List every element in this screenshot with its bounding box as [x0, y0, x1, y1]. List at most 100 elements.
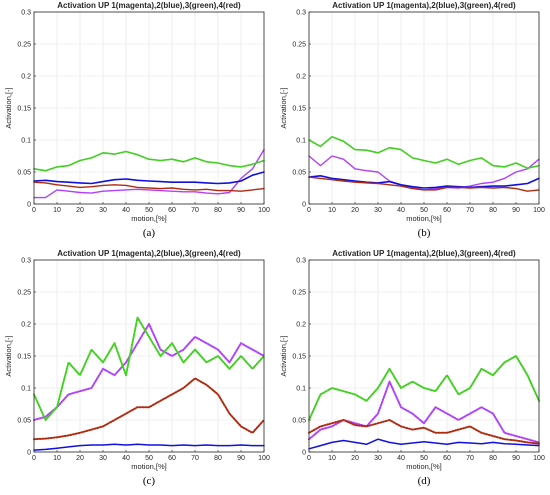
y-tick-label: 0.05: [292, 418, 306, 425]
y-tick-label: 0.2: [21, 322, 31, 329]
chart-title: Activation UP 1(magenta),2(blue),3(green…: [332, 249, 516, 258]
y-tick-label: 0.25: [292, 42, 306, 49]
x-tick-label: 60: [443, 455, 451, 462]
y-axis-label: Activation,[-]: [279, 335, 288, 376]
series-red-line: [33, 377, 265, 441]
y-tick-label: 0.25: [17, 290, 31, 297]
x-tick-label: 50: [145, 455, 153, 462]
x-tick-label: 70: [191, 455, 199, 462]
x-tick-label: 30: [374, 455, 382, 462]
x-tick-label: 70: [191, 207, 199, 214]
x-tick-label: 100: [258, 455, 270, 462]
y-tick-label: 0.05: [17, 170, 31, 177]
y-tick-label: 0.05: [17, 418, 31, 425]
chart-panel-b: Activation UP 1(magenta),2(blue),3(green…: [279, 1, 545, 239]
x-tick-label: 100: [533, 207, 545, 214]
x-tick-label: 0: [307, 207, 311, 214]
y-tick-label: 0.2: [296, 322, 306, 329]
x-tick-label: 60: [443, 207, 451, 214]
x-tick-label: 60: [168, 455, 176, 462]
y-tick-label: 0.2: [296, 74, 306, 81]
x-tick-label: 90: [512, 455, 520, 462]
x-tick-label: 70: [466, 207, 474, 214]
y-tick-label: 0.15: [17, 106, 31, 113]
series-green-line: [33, 150, 265, 172]
x-tick-label: 0: [32, 207, 36, 214]
x-tick-label: 40: [397, 455, 405, 462]
y-tick-label: 0.1: [21, 386, 31, 393]
x-tick-label: 40: [397, 207, 405, 214]
y-tick-label: 0.25: [17, 42, 31, 49]
x-tick-label: 30: [374, 207, 382, 214]
x-tick-label: 20: [76, 207, 84, 214]
y-tick-label: 0.3: [21, 10, 31, 17]
series-blue-line: [33, 443, 265, 451]
y-axis-label: Activation,[-]: [279, 87, 288, 128]
x-tick-label: 10: [53, 207, 61, 214]
x-tick-label: 80: [214, 207, 222, 214]
x-tick-label: 70: [466, 455, 474, 462]
x-tick-label: 80: [489, 207, 497, 214]
y-tick-label: 0.1: [296, 138, 306, 145]
panel-label: (d): [418, 475, 431, 487]
chart-panel-a: Activation UP 1(magenta),2(blue),3(green…: [4, 1, 270, 239]
x-tick-label: 30: [99, 207, 107, 214]
y-tick-label: 0.2: [21, 74, 31, 81]
plot-frame: [33, 259, 265, 453]
x-tick-label: 90: [237, 455, 245, 462]
series-red-line: [308, 419, 540, 445]
y-tick-label: 0.1: [296, 386, 306, 393]
x-tick-label: 100: [258, 207, 270, 214]
x-tick-label: 10: [328, 207, 336, 214]
series-blue-line: [308, 175, 540, 189]
chart-title: Activation UP 1(magenta),2(blue),3(green…: [57, 249, 241, 258]
y-tick-label: 0: [27, 450, 31, 457]
x-tick-label: 20: [76, 455, 84, 462]
x-tick-label: 10: [328, 455, 336, 462]
y-tick-label: 0.15: [17, 354, 31, 361]
y-tick-label: 0.15: [292, 106, 306, 113]
x-tick-label: 90: [237, 207, 245, 214]
x-tick-label: 80: [489, 455, 497, 462]
chart-panel-c: Activation UP 1(magenta),2(blue),3(green…: [4, 249, 270, 487]
series-blue-line: [308, 438, 540, 450]
y-axis-label: Activation,[-]: [4, 87, 13, 128]
plot-frame: [33, 11, 265, 205]
x-tick-label: 0: [307, 455, 311, 462]
x-tick-label: 10: [53, 455, 61, 462]
x-tick-label: 50: [420, 207, 428, 214]
y-tick-label: 0.15: [292, 354, 306, 361]
panel-label: (c): [143, 475, 156, 487]
x-tick-label: 20: [351, 455, 359, 462]
x-axis-label: motion,[%]: [131, 462, 166, 471]
x-axis-label: motion,[%]: [131, 214, 166, 223]
y-tick-label: 0: [302, 450, 306, 457]
x-tick-label: 50: [420, 455, 428, 462]
y-tick-label: 0.25: [292, 290, 306, 297]
y-tick-label: 0.3: [296, 258, 306, 265]
y-tick-label: 0.3: [21, 258, 31, 265]
x-tick-label: 90: [512, 207, 520, 214]
x-tick-label: 80: [214, 455, 222, 462]
x-axis-label: motion,[%]: [406, 462, 441, 471]
chart-panel-d: Activation UP 1(magenta),2(blue),3(green…: [279, 249, 545, 487]
series-magenta-line: [33, 148, 265, 199]
chart-title: Activation UP 1(magenta),2(blue),3(green…: [57, 1, 241, 10]
x-tick-label: 50: [145, 207, 153, 214]
series-red-line: [308, 176, 540, 192]
series-green-line: [308, 136, 540, 169]
series-blue-line: [33, 171, 265, 185]
x-tick-label: 40: [122, 455, 130, 462]
x-tick-label: 40: [122, 207, 130, 214]
y-tick-label: 0: [302, 202, 306, 209]
x-tick-label: 20: [351, 207, 359, 214]
series-red-line: [33, 181, 265, 192]
x-tick-label: 0: [32, 455, 36, 462]
series-magenta-line: [33, 323, 265, 421]
x-axis-label: motion,[%]: [406, 214, 441, 223]
y-tick-label: 0.05: [292, 170, 306, 177]
panel-label: (a): [143, 227, 156, 239]
x-tick-label: 60: [168, 207, 176, 214]
plot-frame: [308, 259, 540, 453]
x-tick-label: 30: [99, 455, 107, 462]
